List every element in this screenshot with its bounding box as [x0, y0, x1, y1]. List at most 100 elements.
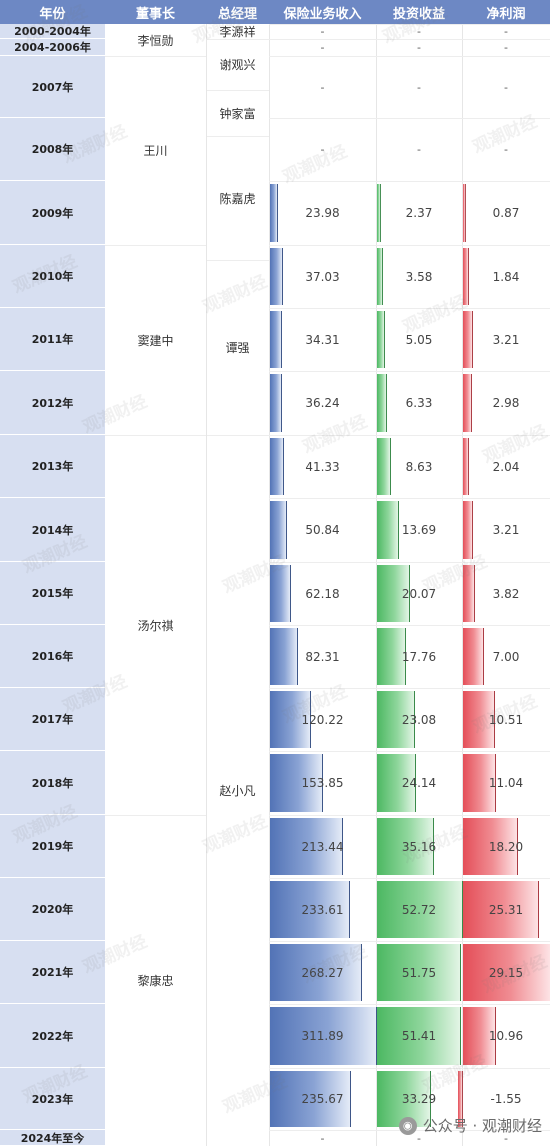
profit-value: 25.31	[488, 902, 524, 917]
invest-value: 24.14	[401, 776, 437, 790]
premium-bar	[270, 881, 351, 938]
invest-value: 2.37	[405, 206, 433, 220]
invest-value: -	[417, 25, 421, 38]
column-divider	[462, 24, 463, 1146]
gm-divider	[206, 260, 269, 261]
column-header-year: 年份	[0, 0, 105, 24]
row-divider	[269, 751, 376, 752]
premium-value: 235.67	[301, 1092, 344, 1106]
profit-value: -	[504, 41, 508, 54]
premium-value: 311.89	[301, 1029, 344, 1043]
chairman-name: 汤尔祺	[137, 618, 174, 633]
invest-value: 20.07	[401, 586, 437, 601]
premium-bar	[270, 1007, 377, 1065]
premium-value: 37.03	[305, 269, 340, 284]
premium-bar	[270, 818, 344, 875]
invest-bar	[377, 565, 410, 622]
row-divider	[269, 625, 376, 626]
row-divider	[269, 181, 376, 182]
row-divider	[376, 688, 462, 689]
row-divider	[376, 751, 462, 752]
row-divider	[462, 815, 550, 816]
profit-bar	[463, 438, 470, 495]
invest-bar	[377, 691, 415, 748]
profit-value: 18.20	[488, 839, 524, 854]
row-divider	[269, 1068, 376, 1069]
profit-bar	[463, 691, 495, 748]
premium-value: 268.27	[301, 965, 344, 980]
row-divider	[376, 56, 462, 57]
row-divider	[462, 371, 550, 372]
year-cell: 2007年	[0, 56, 105, 118]
invest-bar	[377, 944, 462, 1001]
row-divider	[269, 39, 376, 40]
premium-value: 120.22	[301, 712, 344, 727]
general-manager-name: 赵小凡	[219, 784, 256, 798]
row-divider	[376, 24, 462, 25]
row-divider	[462, 245, 550, 246]
year-cell: 2016年	[0, 625, 105, 688]
row-divider	[269, 941, 376, 942]
column-header-invest: 投资收益	[376, 0, 462, 24]
row-divider	[462, 1004, 550, 1005]
gm-divider	[206, 90, 269, 91]
profit-bar	[463, 374, 472, 432]
profit-value: 3.82	[492, 586, 520, 601]
column-header-premium: 保险业务收入	[269, 0, 376, 24]
invest-value: 6.33	[405, 396, 433, 410]
gm-divider	[206, 435, 269, 436]
premium-value: 82.31	[305, 649, 340, 664]
premium-bar	[270, 248, 283, 305]
premium-bar	[270, 944, 363, 1001]
premium-value: -	[320, 1131, 325, 1145]
premium-bar	[270, 438, 285, 495]
row-divider	[462, 181, 550, 182]
row-divider	[269, 1004, 376, 1005]
profit-value: -1.55	[490, 1092, 522, 1106]
row-divider	[462, 118, 550, 119]
general-manager-name: 陈嘉虎	[219, 191, 256, 206]
invest-bar	[377, 1007, 461, 1065]
premium-value: -	[320, 41, 325, 54]
row-divider	[462, 1130, 550, 1131]
column-divider	[376, 24, 377, 1146]
invest-value: -	[417, 41, 421, 54]
year-cell: 2008年	[0, 118, 105, 181]
invest-bar	[377, 628, 406, 685]
profit-value: -	[504, 143, 508, 156]
premium-bar	[270, 374, 283, 432]
invest-value: -	[417, 143, 421, 156]
profit-value: 11.04	[488, 776, 524, 790]
row-divider	[269, 688, 376, 689]
row-divider	[269, 878, 376, 879]
year-cell: 2022年	[0, 1004, 105, 1068]
premium-bar	[270, 628, 299, 685]
row-divider	[269, 56, 376, 57]
profit-bar	[463, 184, 466, 242]
premium-value: 36.24	[305, 396, 340, 410]
column-header-profit: 净利润	[462, 0, 550, 24]
invest-bar	[377, 818, 435, 875]
row-divider	[269, 371, 376, 372]
premium-value: 213.44	[301, 839, 344, 854]
row-divider	[376, 878, 462, 879]
row-divider	[462, 751, 550, 752]
row-divider	[269, 498, 376, 499]
year-cell: 2017年	[0, 688, 105, 751]
row-divider	[376, 181, 462, 182]
general-manager-name: 谢观兴	[219, 58, 256, 72]
row-divider	[462, 688, 550, 689]
premium-bar	[270, 501, 288, 559]
profit-bar	[463, 501, 473, 559]
row-divider	[376, 39, 462, 40]
profit-value: -	[504, 80, 508, 94]
profit-value: 1.84	[492, 269, 520, 284]
year-cell: 2021年	[0, 941, 105, 1004]
premium-bar	[270, 565, 292, 622]
brand-tag: ◉ 公众号 · 观潮财经	[398, 1115, 542, 1136]
row-divider	[269, 815, 376, 816]
profit-bar	[463, 754, 497, 812]
invest-value: -	[417, 80, 421, 94]
premium-value: -	[320, 143, 325, 156]
year-cell: 2023年	[0, 1068, 105, 1130]
